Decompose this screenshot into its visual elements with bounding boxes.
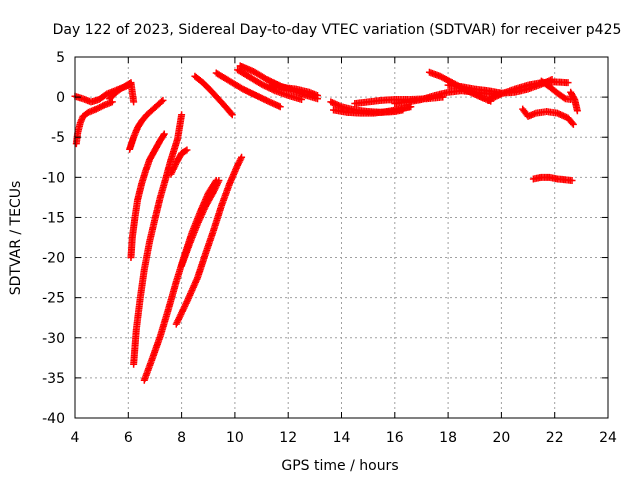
series-arc-06 (130, 111, 186, 368)
data-point-marker (183, 146, 191, 154)
series-arc-25 (567, 88, 581, 115)
data-point-marker (568, 119, 576, 127)
data-point-marker (298, 96, 306, 104)
data-point-marker (568, 177, 576, 185)
data-point-marker (560, 94, 568, 102)
series-arc-22 (484, 78, 572, 104)
data-point-marker (159, 131, 167, 139)
y-tick-label: 5 (56, 50, 65, 66)
y-tick-label: -40 (42, 411, 65, 427)
series-arc-03 (106, 79, 138, 106)
x-tick-label: 14 (333, 430, 351, 446)
series-arc-24 (537, 77, 575, 104)
series-arc-13 (234, 66, 306, 104)
series-arc-08 (167, 146, 191, 178)
data-point-marker (573, 107, 581, 115)
x-tick-label: 4 (71, 430, 80, 446)
data-point-marker (178, 111, 186, 119)
data-point-marker (569, 120, 577, 128)
y-axis-label: SDTVAR / TECUs (8, 181, 24, 296)
series-arc-14 (236, 62, 322, 103)
x-tick-label: 20 (492, 430, 510, 446)
chart-title: Day 122 of 2023, Sidereal Day-to-day VTE… (53, 22, 622, 38)
y-tick-label: -25 (42, 291, 65, 307)
x-tick-label: 10 (226, 430, 244, 446)
data-point-marker (314, 92, 322, 100)
y-tick-label: -5 (51, 130, 65, 146)
y-tick-label: -20 (42, 251, 65, 267)
x-axis-label: GPS time / hours (281, 458, 398, 474)
x-tick-label: 24 (599, 430, 617, 446)
data-point-marker (227, 109, 235, 117)
data-point-marker (276, 103, 284, 111)
data-point-marker (158, 98, 166, 106)
y-tick-label: -10 (42, 170, 65, 186)
series-arc-09 (178, 177, 223, 270)
y-tick-label: -15 (42, 210, 65, 226)
series-arc-04 (127, 130, 168, 262)
x-tick-label: 16 (386, 430, 404, 446)
data-points (71, 62, 581, 384)
series-arc-05 (126, 96, 167, 153)
x-tick-label: 8 (177, 430, 186, 446)
series-arc-01 (72, 98, 116, 148)
x-tick-label: 6 (124, 430, 133, 446)
data-point-marker (228, 111, 236, 119)
x-tick-label: 12 (279, 430, 297, 446)
data-point-marker (160, 130, 168, 138)
series-arc-12 (212, 69, 284, 111)
y-tick-label: -30 (42, 331, 65, 347)
y-tick-label: 0 (56, 90, 65, 106)
series-arc-26 (529, 173, 576, 185)
series-arc-23 (519, 105, 577, 128)
data-point-marker (130, 98, 138, 106)
data-point-marker (215, 177, 223, 185)
series-arc-11 (191, 72, 236, 119)
series-arc-17 (330, 103, 415, 117)
data-point-marker (564, 79, 572, 87)
axis-ticks: 4 6 8 10 12 14 16 18 20 22 24 5 0 -5 -10 -15 -20 -25 -30 -3… (42, 50, 617, 446)
y-tick-label: -35 (42, 371, 65, 387)
x-tick-label: 18 (439, 430, 457, 446)
data-point-marker (238, 153, 246, 161)
series-arc-10 (172, 153, 246, 328)
data-point-marker (159, 96, 167, 104)
series-arc-15 (266, 81, 322, 100)
data-point-marker (182, 147, 190, 155)
x-tick-label: 22 (546, 430, 564, 446)
